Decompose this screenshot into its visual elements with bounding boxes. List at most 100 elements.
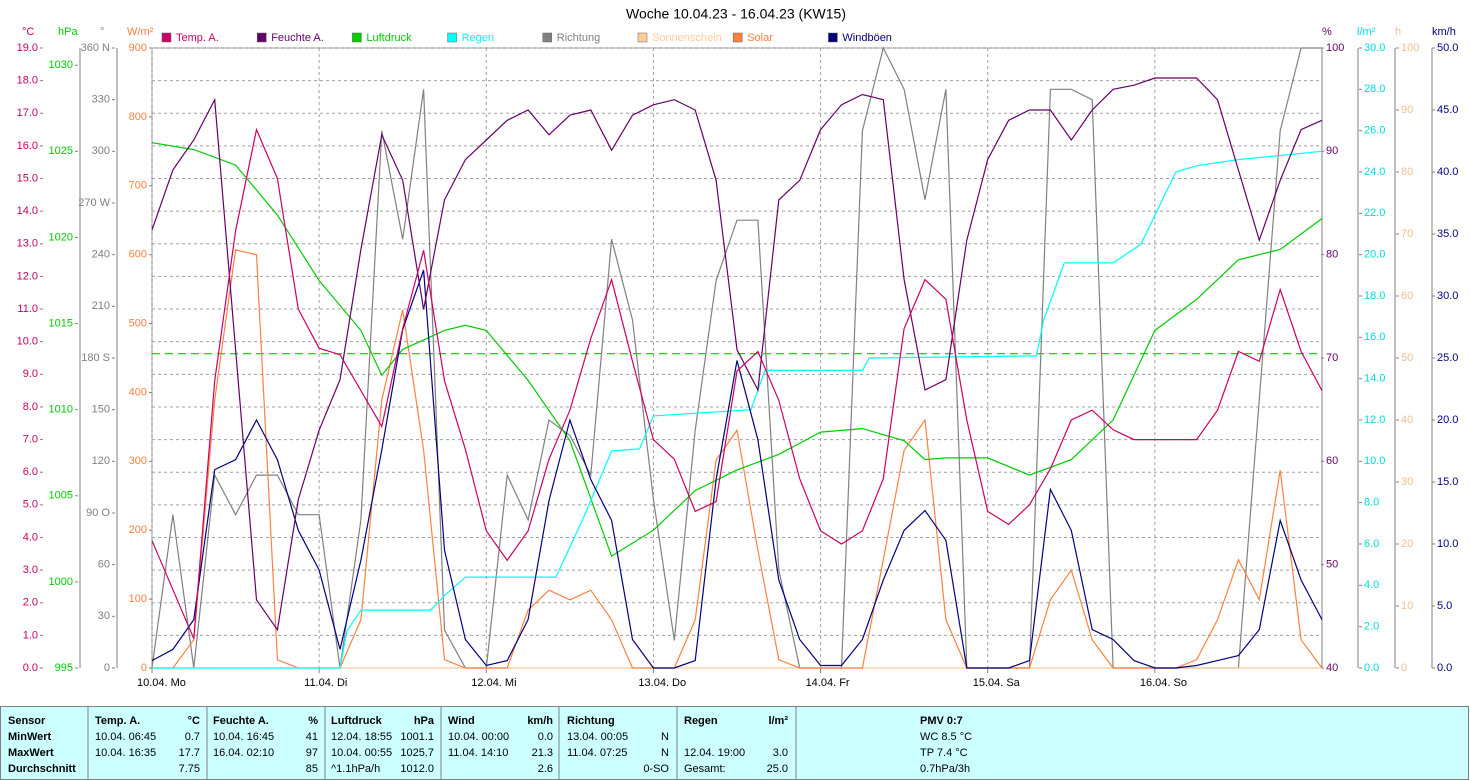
y-tick-label: 12.0 [1364,414,1385,426]
table-cell: N [661,731,669,743]
y-tick-label: 70 [1401,228,1413,240]
y-tick-label: 2.0 [1364,621,1379,633]
x-tick-label: 11.04. Di [304,677,347,689]
table-cell: 3.0 [773,747,788,759]
y-tick-label: 1025 [49,145,73,157]
y-tick-label: 20.0 [1437,414,1458,426]
y-tick-label: 25.0 [1437,352,1458,364]
series-line [151,127,1323,639]
y-tick-label: 0.0 [23,662,38,674]
y-tick-label: 50 [1401,352,1413,364]
y-tick-label: 24.0 [1364,166,1385,178]
y-tick-label: 900 [129,42,147,54]
y-tick-label: 30 [1401,476,1413,488]
y-tick-label: 4.0 [1364,579,1379,591]
table-cell: 11.04. 14:10 [448,747,508,759]
y-tick-label: 30 [98,610,110,622]
table-cell: 10.04. 16:35 [95,747,156,759]
x-tick-label: 10.04. Mo [137,677,186,689]
table-cell: TP 7.4 °C [920,747,968,759]
y-tick-label: 60 [1401,290,1413,302]
y-tick-label: 60 [1326,455,1338,467]
axis-unit: hPa [58,26,78,38]
y-tick-label: 35.0 [1437,228,1458,240]
y-tick-label: 28.0 [1364,83,1385,95]
table-cell: Durchschnitt [8,763,76,775]
series-line [152,249,1323,669]
y-tick-label: 6.0 [23,466,38,478]
table-header: l/m² [768,715,788,727]
table-cell: 0.7 [185,731,200,743]
legend-swatch [828,32,838,43]
y-tick-label: 90 O [86,507,110,519]
y-tick-label: 1.0 [23,629,38,641]
axis-unit: l/m² [1357,26,1376,38]
y-tick-label: 10.0 [1364,455,1385,467]
y-tick-label: 0.0 [1364,662,1379,674]
y-tick-label: 6.0 [1364,538,1379,550]
y-tick-label: 0.0 [1437,662,1452,674]
y-tick-label: 4.0 [23,531,38,543]
table-cell: 21.3 [532,747,553,759]
table-header: Luftdruck [331,715,383,727]
y-tick-label: 360 N [81,42,110,54]
chart-title: Woche 10.04.23 - 16.04.23 (KW15) [626,6,846,22]
y-tick-label: 16.0 [17,140,38,152]
table-cell: 11.04. 07:25 [567,747,627,759]
table-cell: 0.7hPa/3h [920,763,970,775]
y-tick-label: 40 [1326,662,1338,674]
table-cell: 7.75 [179,763,200,775]
y-tick-label: 22.0 [1364,207,1385,219]
y-tick-label: 100 [129,593,147,605]
series-line [151,269,1323,669]
y-tick-label: 13.0 [17,238,38,250]
y-tick-label: 50 [1326,559,1338,571]
table-cell: N [661,747,669,759]
table-cell: Gesamt: [684,763,726,775]
legend-swatch [161,32,172,43]
legend-swatch [352,32,362,43]
legend-label: Temp. A. [176,32,219,44]
y-tick-label: 0 [141,662,147,674]
y-tick-label: 19.0 [17,42,38,54]
y-tick-label: 7.0 [23,433,38,445]
table-cell: 10.04. 16:45 [213,731,274,743]
table-cell: ^1.1hPa/h [331,763,380,775]
axis-unit: km/h [1432,26,1456,38]
y-tick-label: 100 [1401,42,1419,54]
y-tick-label: 1010 [49,404,73,416]
table-header: hPa [414,715,435,727]
x-tick-label: 15.04. Sa [973,677,1021,689]
y-tick-label: 5.0 [1437,600,1452,612]
y-tick-label: 10.0 [17,336,38,348]
table-cell: 10.04. 00:00 [448,731,509,743]
table-header: % [308,715,318,727]
y-tick-label: 1030 [49,59,73,71]
y-tick-label: 700 [129,180,147,192]
series-line [152,150,1323,669]
x-tick-label: 14.04. Fr [806,677,850,689]
y-tick-label: 14.0 [1364,373,1385,385]
legend-swatch [637,32,648,43]
y-tick-label: 12.0 [17,270,38,282]
y-tick-label: 9.0 [23,368,38,380]
y-tick-label: 400 [129,386,147,398]
table-cell: 97 [306,747,318,759]
table-cell: WC 8.5 °C [920,731,972,743]
table-header: Temp. A. [95,715,140,727]
y-tick-label: 20.0 [1364,249,1385,261]
y-tick-label: 30.0 [1437,290,1458,302]
legend-label: Windböen [842,32,892,44]
y-tick-label: 300 [129,455,147,467]
axis-unit: ° [100,26,104,38]
y-tick-label: 45.0 [1437,104,1458,116]
y-tick-label: 50.0 [1437,42,1458,54]
y-tick-label: 300 [92,145,110,157]
y-tick-label: 5.0 [23,499,38,511]
y-tick-label: 18.0 [1364,290,1385,302]
y-tick-label: 100 [1326,42,1344,54]
table-cell: 13.04. 00:05 [567,731,628,743]
table-cell: 1012.0 [400,763,434,775]
y-tick-label: 26.0 [1364,125,1385,137]
y-tick-label: 20 [1401,538,1413,550]
